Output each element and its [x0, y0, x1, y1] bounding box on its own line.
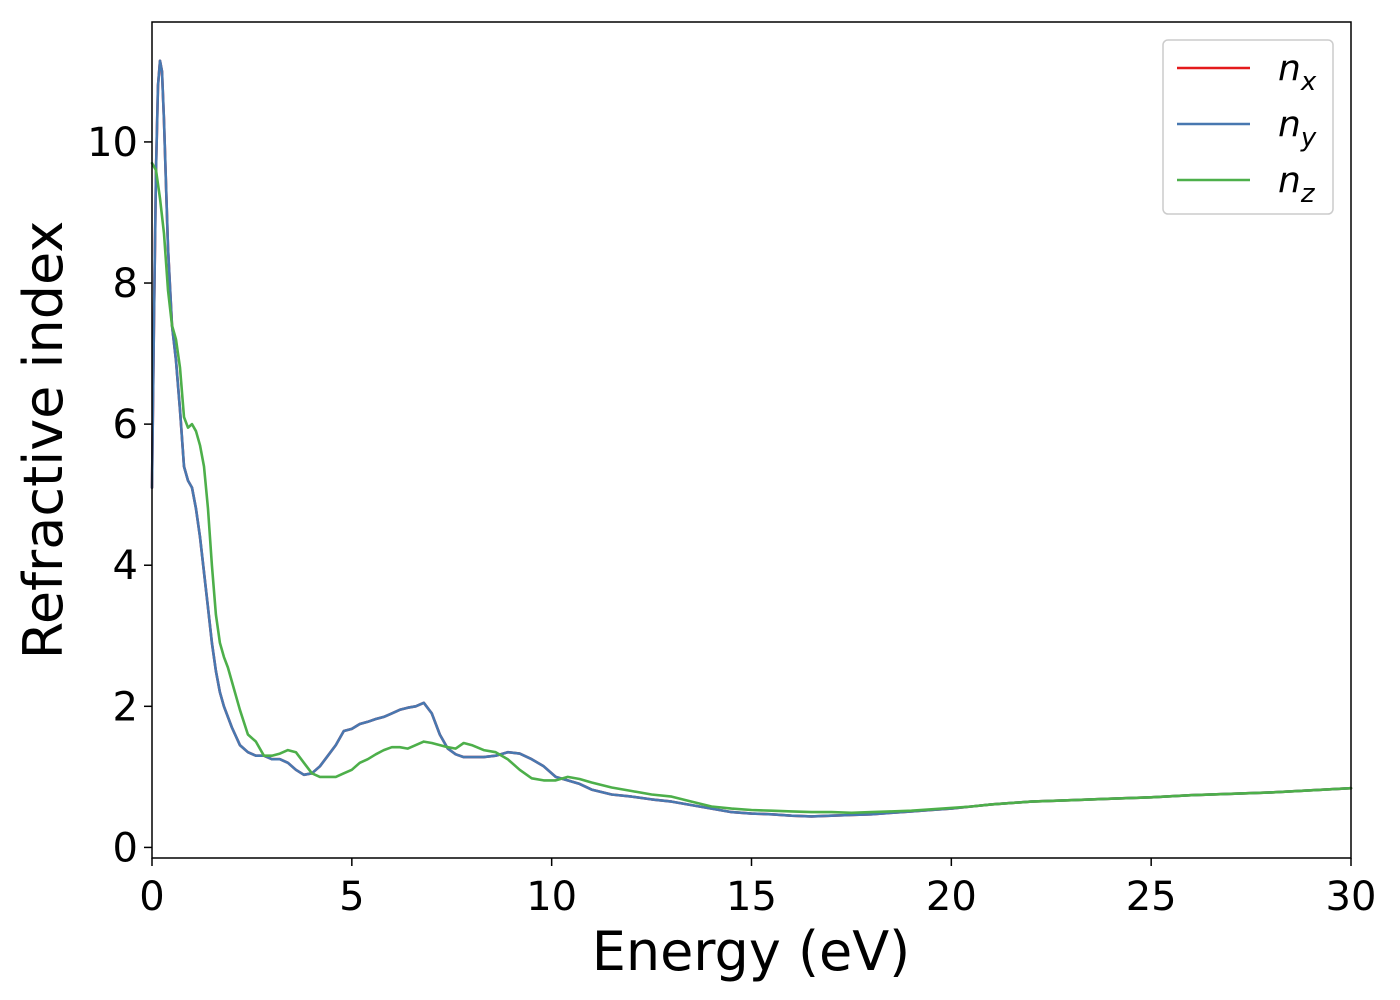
x-axis-ticks: 0 5 10 15 20 25 30 — [139, 858, 1376, 920]
y-tick-label: 4 — [113, 543, 138, 589]
y-axis-title: Refractive index — [12, 221, 75, 660]
y-tick-label: 8 — [113, 261, 138, 307]
x-tick-label: 10 — [526, 874, 577, 920]
y-tick-label: 2 — [113, 684, 138, 730]
legend-box — [1162, 39, 1334, 215]
legend: nx ny nz — [1162, 39, 1334, 215]
series-line-ny — [150, 59, 1353, 818]
legend-label-nz: nz — [1278, 160, 1316, 209]
plot-lines — [150, 59, 1353, 818]
legend-label-ny: ny — [1278, 104, 1317, 153]
y-tick-label: 6 — [113, 402, 138, 448]
x-tick-label: 25 — [1126, 874, 1177, 920]
x-axis-title: Energy (eV) — [592, 920, 911, 983]
x-tick-label: 15 — [726, 874, 777, 920]
x-tick-label: 0 — [139, 874, 164, 920]
y-tick-label: 10 — [87, 120, 138, 166]
series-line-nz — [150, 161, 1353, 815]
y-axis-ticks: 0 2 4 6 8 10 — [87, 120, 152, 871]
x-tick-label: 20 — [926, 874, 977, 920]
legend-label-nx: nx — [1278, 48, 1317, 97]
y-tick-label: 0 — [113, 825, 138, 871]
x-tick-label: 30 — [1326, 874, 1377, 920]
x-tick-label: 5 — [339, 874, 364, 920]
